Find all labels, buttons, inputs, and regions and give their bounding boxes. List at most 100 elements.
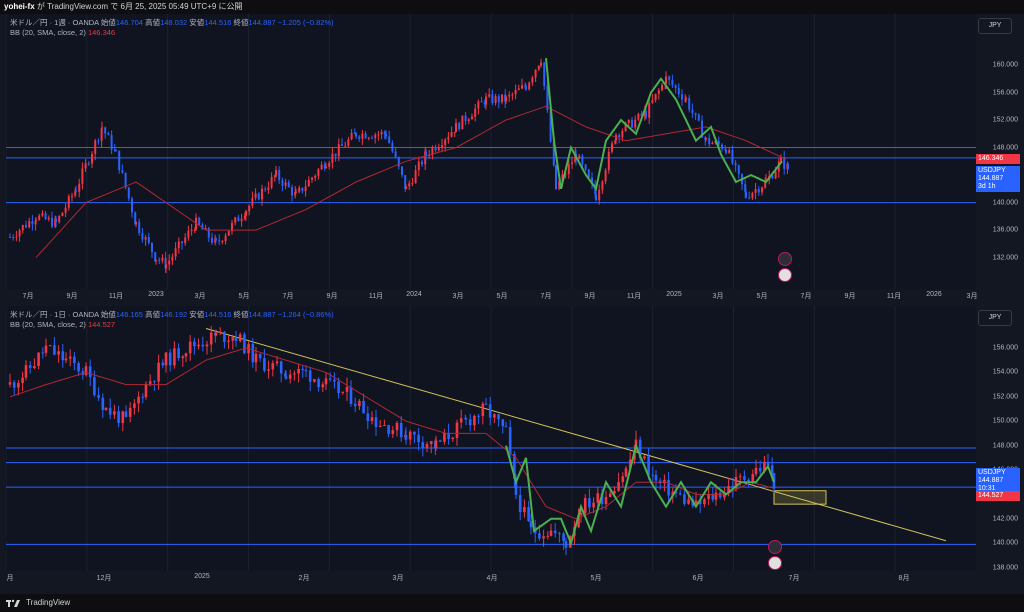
daily-chart-pane[interactable]: 米ドル／円 · 1日 · OANDA 始値146.165 高値146.192 安… — [6, 306, 976, 571]
candle-body — [485, 96, 487, 105]
candle-body — [144, 383, 148, 398]
candle-body — [543, 62, 546, 86]
candle-body — [161, 362, 165, 366]
weekly-time-label: 5月 — [238, 293, 250, 300]
candle-body — [358, 400, 361, 407]
candle-body — [464, 115, 467, 122]
candle-body — [284, 373, 287, 377]
candle-body — [108, 407, 112, 415]
candle-body — [751, 192, 754, 198]
candle-body — [595, 194, 597, 201]
candle-body — [425, 151, 427, 156]
candle-body — [325, 166, 327, 169]
daily-price-tick: 152.000 — [992, 393, 1018, 401]
weekly-price-tick: 156.000 — [992, 89, 1018, 97]
candle-body — [193, 341, 196, 347]
candle-body — [383, 131, 386, 135]
bb-legend[interactable]: BB (20, SMA, close, 2) 144.527 — [10, 320, 115, 330]
candle-body — [264, 188, 267, 190]
candle-body — [663, 479, 666, 484]
candle-body — [198, 217, 201, 225]
candle-body — [583, 498, 587, 513]
candle-body — [31, 221, 34, 225]
candle-body — [608, 493, 612, 497]
lightning-icon[interactable] — [778, 252, 792, 266]
candle-body — [518, 495, 522, 513]
candle-body — [404, 175, 407, 190]
candle-body — [362, 400, 365, 414]
bb-legend[interactable]: BB (20, SMA, close, 2) 146.346 — [10, 28, 115, 38]
candle-body — [308, 370, 312, 382]
candle-body — [678, 493, 682, 495]
footer-brand[interactable]: TradingView — [26, 598, 71, 607]
author-name[interactable]: yohei-fx — [4, 2, 35, 11]
candle-body — [44, 345, 48, 353]
weekly-price-axis[interactable]: JPY 160.000156.000152.000148.000144.0001… — [976, 14, 1024, 289]
candle-body — [234, 217, 237, 223]
candle-body — [561, 174, 564, 182]
candle-body — [270, 176, 273, 188]
daily-price-axis[interactable]: JPY 156.000 154.000 152.000 150.000 148.000 1… — [976, 306, 1024, 571]
daily-time-label: 6月 — [692, 575, 704, 582]
candle-body — [697, 114, 700, 121]
candle-body — [528, 82, 531, 90]
candle-body — [148, 381, 152, 384]
candle-body — [298, 187, 301, 192]
candle-body — [91, 153, 93, 164]
weekly-chart-canvas[interactable] — [6, 14, 976, 289]
candle-body — [408, 183, 411, 187]
candle-body — [367, 137, 370, 139]
candle-body — [349, 387, 353, 404]
candle-body — [711, 494, 715, 500]
candle-body — [364, 133, 367, 139]
candle-body — [321, 384, 325, 388]
weekly-time-label: 2026 — [926, 291, 942, 298]
candle-body — [766, 461, 770, 466]
candle-body — [68, 356, 72, 359]
currency-button[interactable]: JPY — [978, 310, 1012, 326]
candle-body — [207, 228, 210, 238]
weekly-chart-pane[interactable]: 米ドル／円 · 1週 · OANDA 始値146.704 高値148.032 安… — [6, 14, 976, 289]
candle-body — [411, 183, 414, 185]
candle-body — [467, 119, 470, 122]
daily-chart-frame: 米ドル／円 · 1日 · OANDA 始値146.165 高値146.192 安… — [0, 306, 1024, 594]
candle-body — [564, 541, 568, 548]
candle-body — [307, 179, 310, 187]
candle-body — [181, 356, 185, 359]
candle-body — [414, 170, 417, 184]
candle-body — [596, 493, 600, 503]
candle-body — [511, 94, 514, 96]
candle-body — [333, 379, 336, 382]
candle-body — [341, 144, 343, 146]
candle-body — [234, 337, 238, 341]
candle-body — [164, 352, 168, 366]
candle-body — [374, 134, 377, 139]
candle-body — [529, 521, 533, 528]
candle-body — [344, 145, 347, 147]
candle-body — [174, 248, 177, 257]
us-flag-icon[interactable] — [768, 556, 782, 570]
daily-price-tick: 140.000 — [992, 539, 1018, 547]
weekly-time-axis[interactable]: 7月 9月 11月 2023 3月 5月 7月 9月 11月 2024 3月 5月 7月 9月 11月 202… — [6, 289, 978, 301]
candle-body — [154, 252, 157, 261]
daily-time-label: 8月 — [898, 575, 910, 582]
candle-body — [304, 370, 308, 372]
candle-body — [397, 157, 400, 167]
candle-body — [588, 498, 591, 508]
candle-body — [57, 351, 60, 355]
candle-body — [394, 151, 397, 158]
candle-body — [279, 361, 283, 374]
close-label: 終値 — [233, 18, 249, 27]
weekly-time-label: 7月 — [800, 293, 812, 300]
candle-body — [483, 101, 486, 105]
daily-time-label: 7月 — [788, 575, 800, 582]
daily-chart-canvas[interactable] — [6, 306, 976, 571]
daily-time-axis[interactable]: 月 12月 2025 2月 3月 4月 5月 6月 7月 8月 — [6, 571, 976, 583]
us-flag-icon[interactable] — [778, 268, 792, 282]
lightning-icon[interactable] — [768, 540, 782, 554]
currency-button[interactable]: JPY — [978, 18, 1012, 34]
candle-body — [428, 155, 431, 157]
candle-body — [399, 422, 403, 438]
weekly-time-label: 9月 — [584, 293, 596, 300]
candle-body — [288, 374, 292, 379]
